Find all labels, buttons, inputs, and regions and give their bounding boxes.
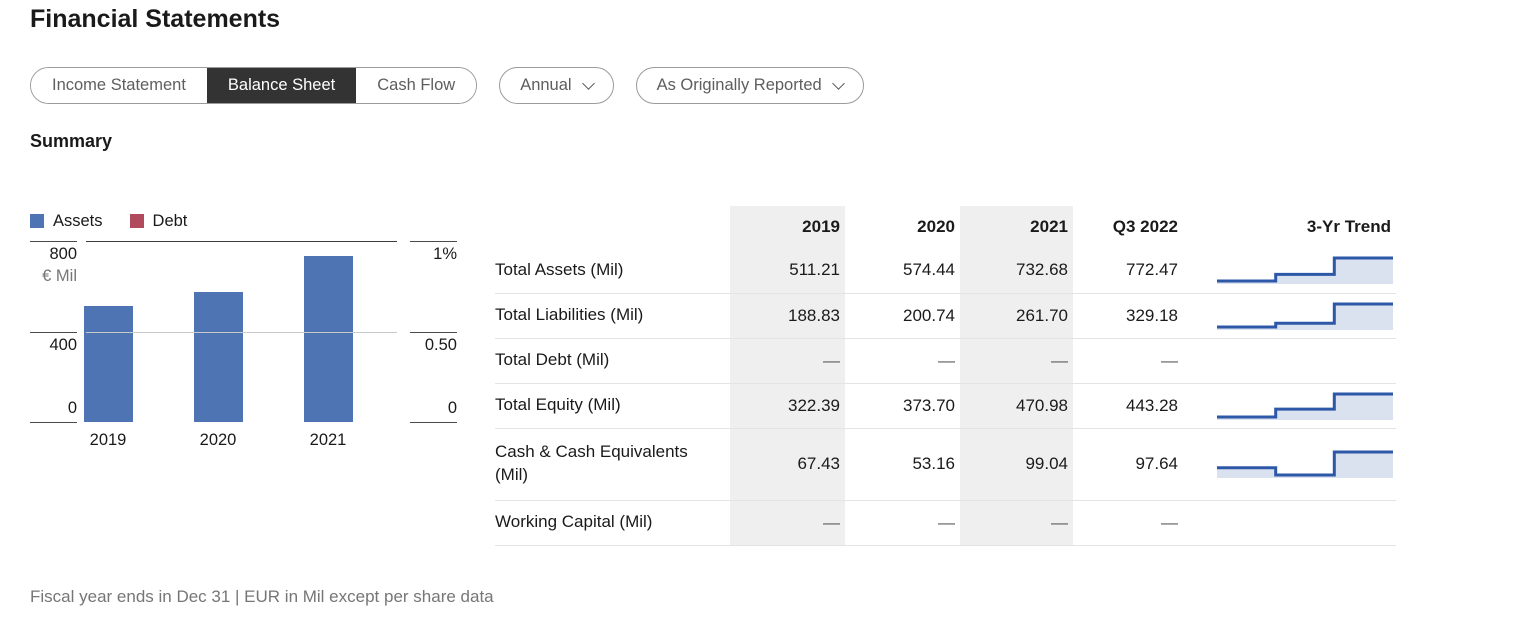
cell-value: — [1073,338,1183,384]
cell-value: — [1073,500,1183,546]
x-label-2021: 2021 [309,431,347,449]
cell-value: 373.70 [845,383,960,429]
cell-value: 188.83 [730,293,845,339]
debt-swatch-icon [129,214,144,228]
table-header-row: 2019 2020 2021 Q3 2022 3-Yr Trend [495,206,1396,248]
cell-value: — [960,500,1073,546]
right-axis-tick [410,241,457,242]
table-row-working-capital: Working Capital (Mil) — — — — [495,500,1396,546]
right-axis-tick [410,422,457,423]
right-axis-label-0: 0 [447,399,457,417]
chart-canvas: 800 € Mil 400 0 1% 0.50 0 2019 2020 2021 [30,241,458,453]
period-dropdown-value: Annual [520,76,572,94]
header-2021: 2021 [960,206,1073,248]
report-type-dropdown-value: As Originally Reported [656,76,822,94]
header-2020: 2020 [917,217,955,236]
right-axis-tick [410,332,457,333]
left-axis-unit-label: € Mil [42,267,77,285]
row-label: Cash & Cash Equivalents (Mil) [495,428,730,501]
x-label-2019: 2019 [89,431,127,449]
left-axis-tick [30,332,77,333]
row-label: Working Capital (Mil) [495,500,730,546]
chevron-down-icon [831,76,845,90]
header-3yr-trend: 3-Yr Trend [1306,217,1391,236]
cell-value: 261.70 [960,293,1073,339]
cell-value: — [960,338,1073,384]
table-row-cash-equivalents: Cash & Cash Equivalents (Mil) 67.43 53.1… [495,428,1396,501]
header-q3-2022: Q3 2022 [1112,217,1178,236]
cell-value: — [730,500,845,546]
assets-bar-2020 [194,292,243,422]
cell-value: 772.47 [1073,248,1183,294]
table-row-total-debt: Total Debt (Mil) — — — — [495,338,1396,384]
left-axis-label-0: 0 [67,399,77,417]
balance-sheet-summary-table: 2019 2020 2021 Q3 2022 3-Yr Trend Total … [495,206,1396,546]
assets-swatch-icon [30,214,44,228]
plot-mid-gridline [86,332,397,333]
controls-row: Income Statement Balance Sheet Cash Flow… [30,67,864,104]
page-title: Financial Statements [30,5,281,33]
cell-value: 99.04 [960,428,1073,501]
header-2019: 2019 [730,206,845,248]
trend-sparkline [1183,428,1396,501]
row-label: Total Liabilities (Mil) [495,293,730,339]
cell-value: 732.68 [960,248,1073,294]
plot-top-axis-line [86,241,397,242]
trend-empty [1183,338,1396,384]
cell-value: — [845,500,960,546]
table-row-total-assets: Total Assets (Mil) 511.21 574.44 732.68 … [495,248,1396,294]
trend-empty [1183,500,1396,546]
cell-value: 53.16 [845,428,960,501]
left-axis-label-400: 400 [49,336,77,354]
tab-balance-sheet[interactable]: Balance Sheet [206,68,357,103]
cell-value: 329.18 [1073,293,1183,339]
right-axis-label-1pct: 1% [433,245,457,263]
cell-value: — [730,338,845,384]
table-row-total-liabilities: Total Liabilities (Mil) 188.83 200.74 26… [495,293,1396,339]
legend-label-assets: Assets [53,211,103,230]
report-type-dropdown[interactable]: As Originally Reported [635,67,864,104]
cell-value: 200.74 [845,293,960,339]
trend-sparkline [1183,383,1396,429]
trend-sparkline [1183,248,1396,294]
cell-value: 511.21 [730,248,845,294]
cell-value: 470.98 [960,383,1073,429]
cell-value: 574.44 [845,248,960,294]
row-label: Total Debt (Mil) [495,338,730,384]
period-dropdown[interactable]: Annual [499,67,614,104]
legend-item-debt: Debt [129,211,188,231]
x-label-2020: 2020 [199,431,237,449]
footnote: Fiscal year ends in Dec 31 | EUR in Mil … [30,587,494,606]
cell-value: 97.64 [1073,428,1183,501]
legend-label-debt: Debt [152,211,188,230]
cell-value: 443.28 [1073,383,1183,429]
cell-value: 67.43 [730,428,845,501]
summary-heading: Summary [30,131,113,151]
chevron-down-icon [581,76,595,90]
left-axis-tick [30,422,77,423]
left-axis-tick [30,241,77,242]
trend-sparkline [1183,293,1396,339]
legend-item-assets: Assets [30,212,103,231]
assets-bar-2021 [304,256,353,422]
tab-income-statement[interactable]: Income Statement [31,68,207,103]
cell-value: 322.39 [730,383,845,429]
statement-tab-group: Income Statement Balance Sheet Cash Flow [30,67,478,104]
header-empty [495,206,730,248]
assets-bar-2019 [84,306,133,422]
chart-legend: Assets Debt [30,210,458,232]
left-axis-label-800: 800 [49,245,77,263]
row-label: Total Assets (Mil) [495,248,730,294]
tab-cash-flow[interactable]: Cash Flow [356,68,477,103]
row-label: Total Equity (Mil) [495,383,730,429]
summary-bar-chart: Assets Debt 800 € Mil 400 0 1% 0.50 0 [30,210,458,453]
cell-value: — [845,338,960,384]
right-axis-label-050: 0.50 [424,336,457,354]
table-row-total-equity: Total Equity (Mil) 322.39 373.70 470.98 … [495,383,1396,429]
